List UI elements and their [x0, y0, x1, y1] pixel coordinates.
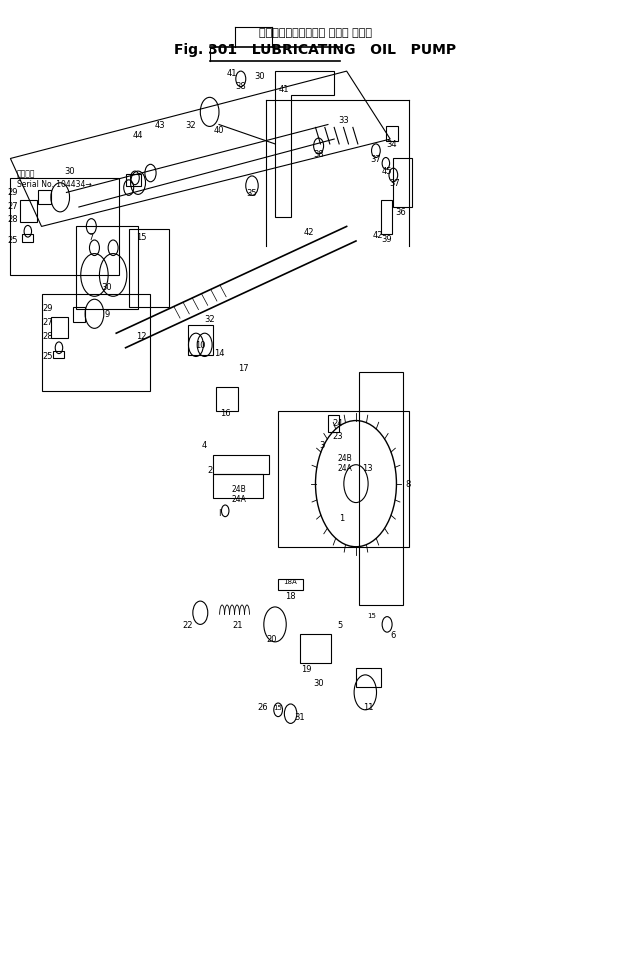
Bar: [42, 295, 150, 392]
Text: 29: 29: [8, 188, 18, 197]
Text: 18A: 18A: [284, 578, 297, 584]
Text: 30: 30: [314, 679, 324, 688]
Text: 36: 36: [396, 208, 406, 217]
Text: 30: 30: [254, 72, 265, 81]
Text: 17: 17: [239, 363, 249, 373]
Text: 6: 6: [391, 630, 396, 639]
Bar: [73, 308, 85, 322]
Text: 2: 2: [208, 466, 213, 474]
Text: 27: 27: [43, 318, 54, 327]
Text: 30: 30: [102, 283, 112, 291]
Text: 45: 45: [382, 166, 392, 175]
Text: 21: 21: [232, 620, 243, 629]
Text: 26: 26: [257, 702, 268, 712]
Text: 22: 22: [182, 620, 193, 629]
Text: 37: 37: [389, 179, 400, 188]
Bar: [381, 201, 392, 235]
Bar: [10, 179, 119, 276]
Text: 24A: 24A: [232, 494, 246, 504]
Text: 33: 33: [338, 116, 349, 125]
Text: I: I: [218, 509, 220, 517]
Bar: [21, 235, 33, 243]
Text: 9: 9: [104, 310, 110, 319]
Text: 34: 34: [387, 140, 398, 150]
Text: 12: 12: [136, 332, 146, 340]
Text: 18: 18: [285, 591, 296, 600]
Text: 14: 14: [214, 349, 224, 358]
Bar: [51, 318, 68, 338]
Bar: [213, 474, 262, 499]
Text: ルーブリケーティング オイル ポンプ: ルーブリケーティング オイル ポンプ: [259, 28, 372, 38]
Bar: [53, 351, 64, 359]
Bar: [328, 416, 339, 432]
Text: 41: 41: [226, 68, 237, 77]
Text: Fig. 301   LUBRICATING   OIL   PUMP: Fig. 301 LUBRICATING OIL PUMP: [174, 43, 457, 57]
Text: 16: 16: [220, 409, 230, 418]
Text: 43: 43: [155, 121, 165, 130]
Text: 20: 20: [267, 635, 277, 644]
Text: 44: 44: [133, 131, 143, 140]
Bar: [356, 668, 381, 688]
Text: 42: 42: [372, 231, 383, 240]
Text: 10: 10: [195, 341, 206, 350]
Bar: [76, 227, 138, 310]
Text: 1: 1: [339, 513, 345, 522]
Text: 31: 31: [295, 712, 305, 722]
Text: 28: 28: [8, 215, 18, 224]
Bar: [386, 127, 398, 142]
Text: 30: 30: [64, 166, 75, 175]
Text: 19: 19: [301, 664, 312, 673]
Text: 38: 38: [313, 150, 324, 159]
Text: 15: 15: [367, 612, 376, 618]
Text: 39: 39: [382, 235, 392, 244]
Bar: [129, 230, 169, 308]
Text: 32: 32: [204, 315, 215, 324]
Text: 41: 41: [279, 85, 290, 94]
Text: 37: 37: [370, 155, 381, 163]
Text: 5: 5: [338, 620, 343, 629]
Text: 42: 42: [304, 228, 314, 237]
Bar: [38, 191, 51, 204]
Text: 24B: 24B: [338, 454, 352, 463]
Bar: [278, 579, 303, 591]
Bar: [188, 326, 213, 355]
Text: 23: 23: [332, 431, 343, 440]
Text: 29: 29: [43, 304, 53, 313]
Text: 13: 13: [362, 464, 373, 472]
Text: 24B: 24B: [232, 484, 246, 494]
Text: 適用号数
Serial No. 104434→: 適用号数 Serial No. 104434→: [16, 169, 91, 189]
Text: 28: 28: [43, 332, 54, 340]
Text: 40: 40: [214, 126, 224, 135]
Bar: [393, 159, 412, 207]
Text: 24: 24: [332, 419, 343, 427]
Text: 25: 25: [8, 236, 18, 244]
Text: 35: 35: [247, 189, 257, 198]
Text: 8: 8: [406, 479, 411, 489]
Text: 24A: 24A: [338, 464, 352, 472]
Bar: [126, 175, 141, 187]
Text: 4: 4: [201, 441, 206, 450]
Text: 27: 27: [8, 201, 18, 210]
Text: 25: 25: [43, 352, 53, 361]
Text: 15: 15: [274, 704, 283, 710]
Text: 32: 32: [186, 121, 196, 130]
Text: 7: 7: [88, 233, 94, 242]
Bar: [213, 455, 269, 474]
Text: 38: 38: [235, 82, 246, 91]
Bar: [216, 387, 238, 412]
Text: 15: 15: [136, 233, 146, 242]
Text: 11: 11: [363, 702, 374, 712]
Text: 3: 3: [319, 441, 324, 450]
Bar: [300, 635, 331, 663]
Bar: [20, 201, 37, 222]
